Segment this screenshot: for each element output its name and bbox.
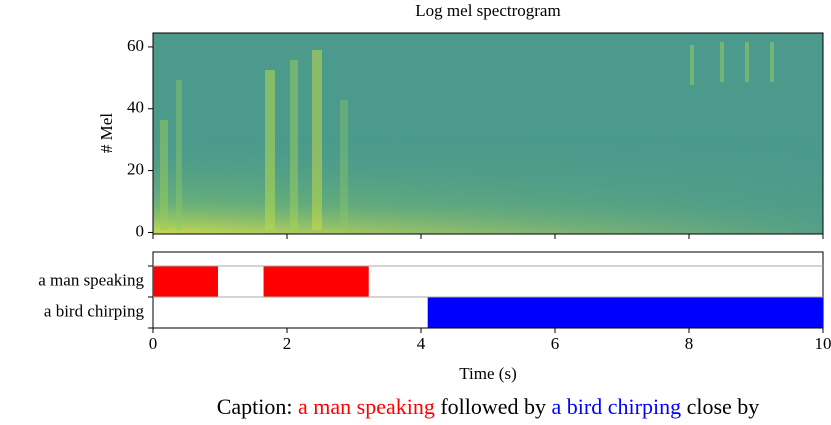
x-tick-label: 4 (417, 334, 426, 353)
x-tick-label: 10 (815, 334, 831, 353)
x-tick-label: 2 (283, 334, 292, 353)
y-tick-label: a bird chirping (44, 301, 145, 320)
y-tick-label: a man speaking (38, 270, 144, 289)
y-tick-label: 0 (136, 221, 145, 240)
x-tick-label: 6 (551, 334, 560, 353)
caption-part: a man speaking (297, 394, 435, 419)
caption-part: a bird chirping (551, 394, 682, 419)
spectrogram-image (152, 32, 824, 235)
event-bar (427, 297, 823, 328)
caption-part: followed by (434, 394, 552, 419)
x-tick-label: 0 (149, 334, 158, 353)
caption: Caption: a man speaking followed by a bi… (0, 394, 831, 420)
y-tick-label: 20 (127, 160, 144, 179)
event-bar (153, 266, 218, 297)
caption-part: close by (681, 394, 760, 419)
chart-title: Log mel spectrogram (415, 1, 560, 20)
y-axis-label: # Mel (97, 113, 116, 153)
x-axis-label: Time (s) (459, 364, 516, 383)
caption-part: Caption: (216, 394, 298, 419)
y-tick-label: 40 (127, 98, 144, 117)
x-tick-label: 8 (685, 334, 694, 353)
y-tick-label: 60 (127, 36, 144, 55)
event-bar (263, 266, 369, 297)
